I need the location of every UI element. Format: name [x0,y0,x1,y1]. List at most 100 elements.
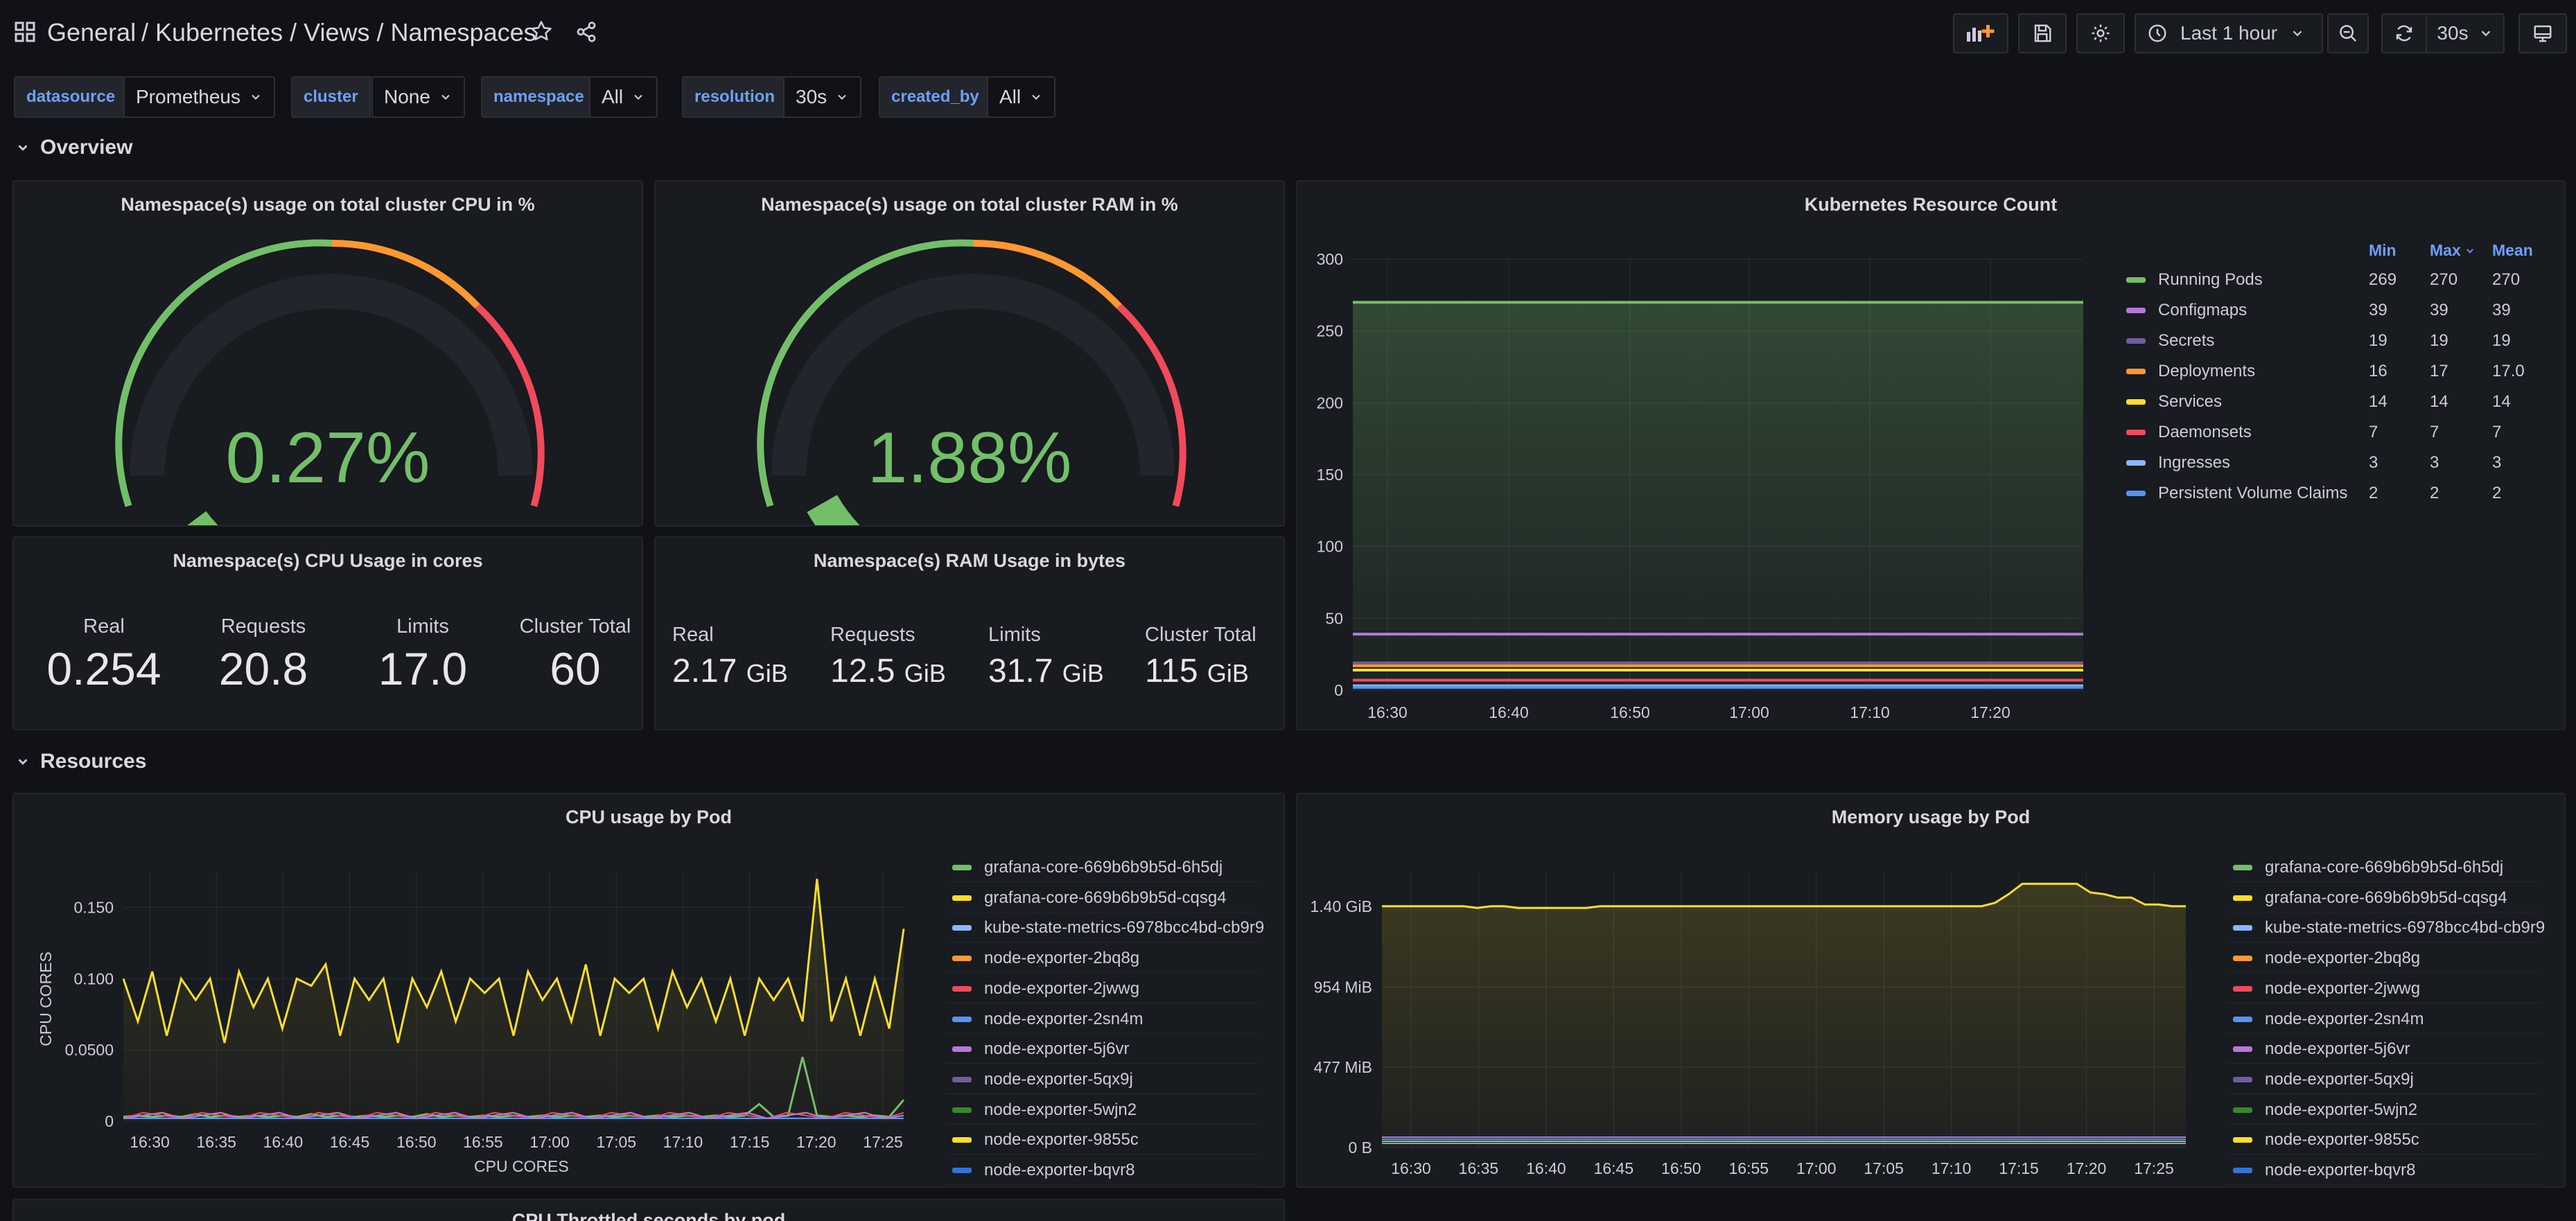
refresh-button[interactable] [2381,13,2427,53]
legend-item[interactable]: node-exporter-9855c [952,1130,1139,1150]
cpu-by-pod-chart: 0 0.0500 0.100 0.150 16:30 16:35 16:40 16:45 16:… [65,872,905,1151]
panel-resource-count[interactable]: Kubernetes Resource Count 0 50 100 150 200 25… [1296,180,2566,730]
legend-item[interactable]: grafana-core-669b6b9b5d-cqsg4 [2233,888,2507,908]
save-dashboard-button[interactable] [2018,13,2067,53]
row-header-resources[interactable]: Resources [15,750,146,773]
legend-item[interactable]: grafana-core-669b6b9b5d-6h5dj [2233,858,2503,877]
add-panel-button[interactable] [1953,13,2008,53]
legend-swatch [2126,491,2146,496]
ram-gauge-fill [807,494,860,525]
legend-label: kube-state-metrics-6978bcc4bd-cb9r9 [984,918,1265,938]
legend-item[interactable]: node-exporter-9855c [2233,1130,2419,1150]
legend-item[interactable]: kube-state-metrics-6978bcc4bd-cb9r9 [952,918,1264,938]
time-range-picker[interactable]: Last 1 hour [2135,13,2323,53]
panel-cpu-gauge[interactable]: Namespace(s) usage on total cluster CPU … [12,180,643,527]
x-tick-label: 16:55 [1728,1159,1769,1177]
legend-item[interactable]: node-exporter-5j6vr [952,1039,1129,1059]
panel-cpu-throttled[interactable]: CPU Throttled seconds by pod [12,1199,1285,1221]
tv-mode-button[interactable] [2518,13,2567,53]
stat-unit: GiB [1207,659,1249,687]
legend-header-min[interactable]: Min [2369,241,2397,259]
legend-item[interactable]: Daemonsets [2126,423,2252,442]
x-tick-label: 17:10 [1931,1159,1972,1177]
legend-item[interactable]: node-exporter-2sn4m [952,1010,1143,1029]
legend-label: node-exporter-2jwwg [984,978,1140,998]
x-tick-label: 16:45 [330,1133,370,1151]
apps-grid-icon[interactable] [14,21,36,43]
refresh-interval-picker[interactable]: 30s [2426,13,2505,53]
legend-item[interactable]: Secrets [2126,331,2214,351]
legend-item[interactable]: node-exporter-2bq8g [952,949,1139,968]
x-tick-label: 16:30 [1391,1159,1431,1177]
x-tick-label: 16:30 [1367,703,1408,721]
legend-divider [2226,1184,2542,1185]
legend-label: node-exporter-2bq8g [984,949,1140,968]
sort-desc-icon [2467,248,2473,254]
legend-label: Services [2158,392,2223,411]
legend-item[interactable]: node-exporter-5qx9j [2233,1070,2414,1089]
panel-cpu-usage-cores[interactable]: Namespace(s) CPU Usage in cores Real 0.2… [12,536,643,730]
legend-label: node-exporter-5j6vr [984,1039,1130,1059]
legend-header-max[interactable]: Max [2430,241,2475,260]
stat-value: 115 [1145,653,1198,689]
legend-item[interactable]: kube-state-metrics-6978bcc4bd-cb9r9 [2233,918,2545,938]
panel-mem-by-pod[interactable]: Memory usage by Pod 0 B 477 MiB 954 MiB 1.4… [1296,793,2566,1188]
legend-label: node-exporter-9855c [984,1130,1139,1150]
legend-item[interactable]: node-exporter-5wjn2 [952,1100,1137,1120]
legend-min: 2 [2369,484,2378,502]
legend-item[interactable]: grafana-core-669b6b9b5d-cqsg4 [952,888,1227,908]
zoom-out-button[interactable] [2327,13,2369,53]
breadcrumb-folder[interactable]: General [47,18,137,46]
legend-header-mean[interactable]: Mean [2492,241,2533,259]
legend-item[interactable]: Deployments [2126,362,2255,381]
series-area-0 [123,879,904,1121]
legend-item[interactable]: node-exporter-2sn4m [2233,1010,2424,1029]
legend-item[interactable]: Persistent Volume Claims [2126,484,2347,503]
legend-label: Deployments [2158,362,2256,380]
legend-divider [2226,1063,2542,1064]
star-icon[interactable] [529,19,553,43]
dashboard-settings-button[interactable] [2076,13,2125,53]
share-icon[interactable] [575,21,597,43]
legend-item[interactable]: node-exporter-2bq8g [2233,949,2420,968]
legend-item[interactable]: node-exporter-5j6vr [2233,1039,2410,1059]
y-tick-label: 0 B [1348,1139,1372,1157]
cpu-gauge-fill [187,511,218,525]
y-tick-label: 0.0500 [65,1041,114,1059]
legend-item[interactable]: node-exporter-5qx9j [952,1070,1133,1089]
legend-item[interactable]: node-exporter-2jwwg [952,979,1139,999]
legend-item[interactable]: node-exporter-2jwwg [2233,979,2420,999]
variable-select-cluster[interactable]: None [371,76,465,118]
legend-item[interactable]: Ingresses [2126,453,2230,473]
variable-select-datasource[interactable]: Prometheus [123,76,275,118]
legend-item[interactable]: Running Pods [2126,270,2263,290]
save-icon [2034,24,2051,42]
variable-select-created-by[interactable]: All [987,76,1056,118]
variable-select-namespace[interactable]: All [589,76,658,118]
chevron-down-icon [1032,94,1040,100]
panel-ram-usage-bytes[interactable]: Namespace(s) RAM Usage in bytes Real 2.1… [654,536,1285,730]
legend-item[interactable]: Configmaps [2126,301,2247,320]
legend-swatch [952,1107,972,1113]
panel-ram-gauge[interactable]: Namespace(s) usage on total cluster RAM … [654,180,1285,527]
variable-select-resolution[interactable]: 30s [783,76,862,118]
legend-swatch [952,1016,972,1022]
legend-item[interactable]: Services [2126,392,2222,412]
chevron-down-icon [18,145,28,151]
legend-item[interactable]: grafana-core-669b6b9b5d-6h5dj [952,858,1223,877]
legend-item[interactable]: node-exporter-5wjn2 [2233,1100,2417,1120]
legend-item[interactable]: node-exporter-bqvr8 [952,1161,1134,1180]
panel-cpu-by-pod[interactable]: CPU usage by Pod 0 0.0500 0.100 0.150 16:30 1… [12,793,1285,1188]
variable-label-namespace: namespace [481,76,597,118]
row-header-overview[interactable]: Overview [15,136,132,159]
legend-divider [945,881,1259,882]
legend-swatch [952,985,972,992]
x-tick-label: 17:25 [2134,1159,2174,1177]
y-tick-label: 0 [105,1112,114,1130]
x-tick-label: 16:35 [1459,1159,1499,1177]
legend-item[interactable]: node-exporter-bqvr8 [2233,1161,2415,1180]
series-area-0 [1382,884,2186,1148]
panel-title: Namespace(s) usage on total cluster CPU … [121,194,535,215]
legend-max: 14 [2430,392,2448,411]
legend-label: node-exporter-2sn4m [984,1009,1144,1028]
